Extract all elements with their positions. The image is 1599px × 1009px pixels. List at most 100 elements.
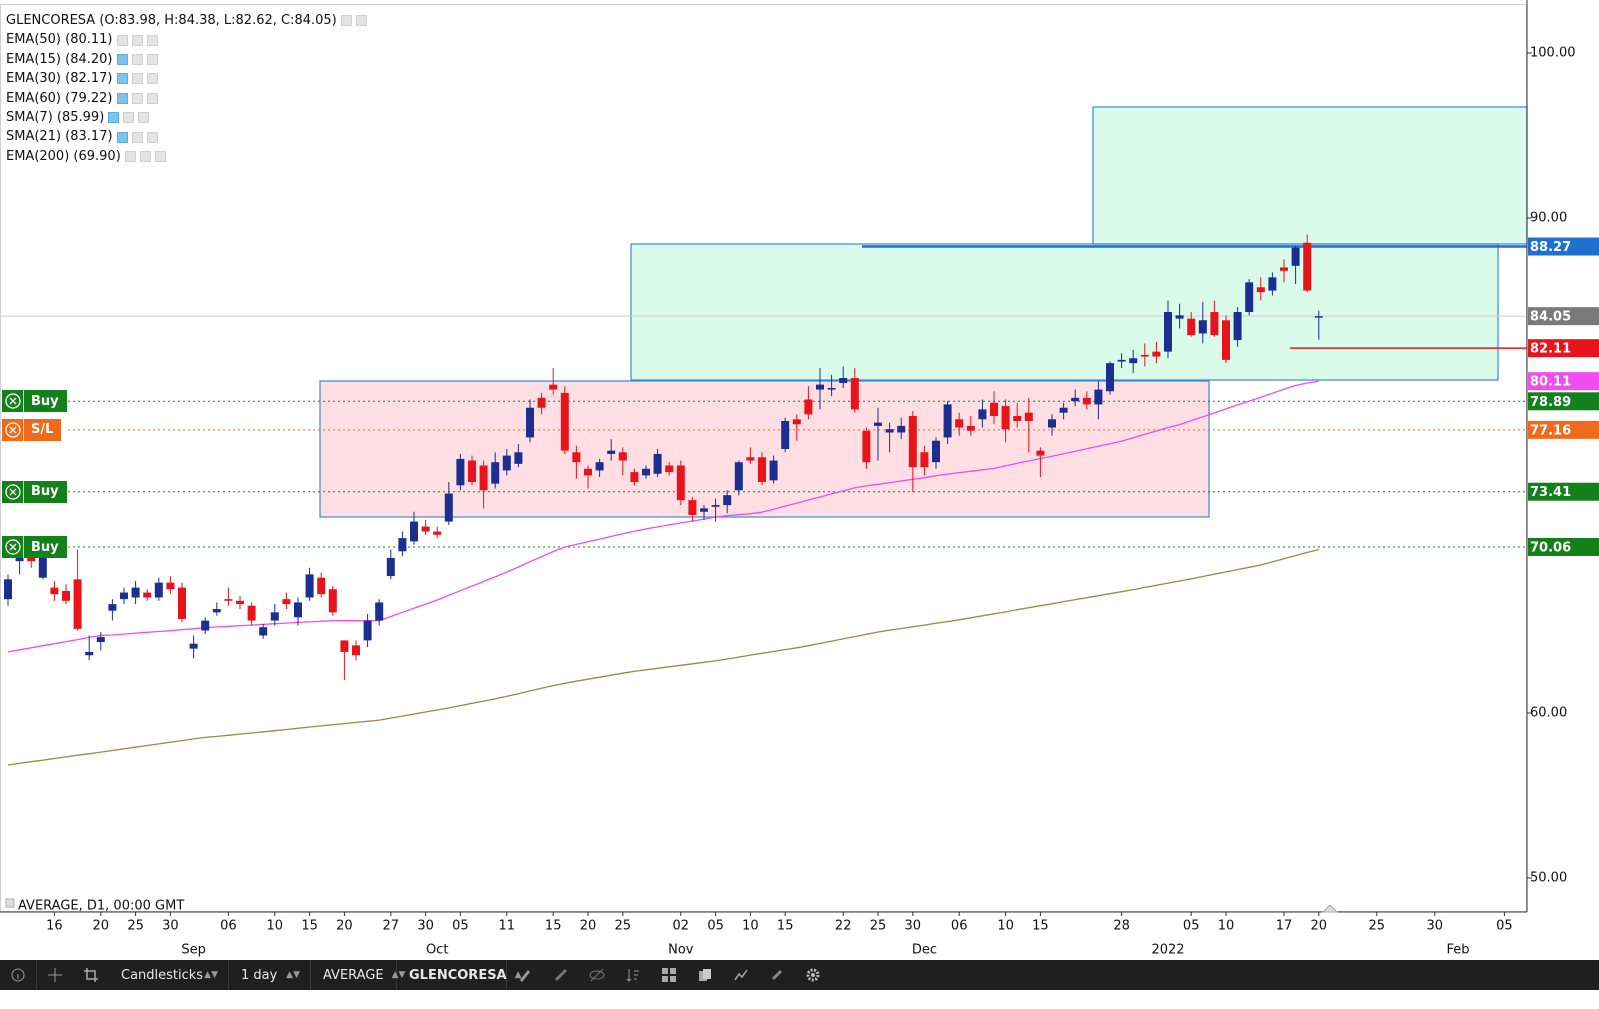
indicator: EMA(200) (69.90) — [6, 148, 121, 164]
trade-button[interactable]: Buy — [2, 536, 67, 558]
price-tag-label: 78.89 — [1530, 395, 1571, 410]
icon[interactable] — [124, 151, 136, 163]
icon[interactable] — [146, 34, 158, 46]
y-tick-label: 90.00 — [1530, 210, 1567, 225]
icon[interactable] — [131, 73, 143, 85]
candle-body — [978, 409, 987, 420]
candle-body — [201, 620, 210, 631]
icon[interactable] — [154, 151, 166, 163]
icon[interactable] — [131, 92, 143, 104]
draw-button[interactable] — [507, 960, 543, 990]
crop-button[interactable] — [73, 960, 109, 990]
candle-body — [688, 500, 697, 515]
candle-body — [885, 429, 894, 433]
hide-button[interactable] — [579, 960, 615, 990]
icon[interactable] — [123, 112, 135, 124]
x-tick-label: 30 — [162, 919, 179, 934]
y-tick-label: 60.00 — [1530, 706, 1567, 721]
candle-body — [96, 637, 105, 643]
candle-body — [839, 378, 848, 383]
indicator-button[interactable] — [723, 960, 759, 990]
symbol-select[interactable]: GLENCORESA ▲ — [397, 960, 522, 990]
price-tag-label: 84.05 — [1530, 310, 1571, 325]
icon[interactable] — [116, 54, 128, 66]
x-tick-label: 10 — [997, 919, 1014, 934]
link-button[interactable] — [759, 960, 795, 990]
candle-body — [38, 557, 47, 578]
candle-body — [734, 462, 743, 491]
icon[interactable] — [116, 34, 128, 46]
zone-box[interactable] — [630, 243, 1499, 381]
price-tag — [1528, 482, 1599, 501]
tool-button[interactable] — [543, 960, 579, 990]
icon[interactable] — [131, 131, 143, 143]
candle-body — [1198, 320, 1207, 334]
candle-body — [966, 425, 975, 431]
price-tag — [1528, 237, 1599, 256]
price-tag — [1528, 392, 1599, 411]
trade-button[interactable]: Buy — [2, 390, 67, 413]
icon[interactable] — [146, 54, 158, 66]
indicator-line — [7, 380, 1319, 653]
trade-button[interactable]: Buy — [2, 480, 67, 503]
price-tag-label: 73.41 — [1530, 485, 1571, 500]
icon[interactable] — [108, 112, 120, 124]
zone-box[interactable] — [1092, 106, 1528, 245]
icon[interactable] — [355, 15, 367, 27]
x-tick-label: 25 — [1369, 919, 1386, 934]
candle-body — [1106, 363, 1114, 392]
crosshair-button[interactable] — [37, 960, 73, 990]
close-icon[interactable] — [2, 536, 24, 558]
x-month-label: 2022 — [1151, 943, 1184, 958]
symbol: GLENCORESA — [409, 967, 507, 983]
chart-type: Candlesticks — [121, 967, 204, 983]
x-tick-label: 15 — [301, 919, 318, 934]
close-icon[interactable] — [2, 480, 24, 503]
source-select[interactable]: AVERAGE ▲▼ — [311, 960, 405, 990]
candle-body — [328, 589, 337, 613]
trade-button-label: Buy — [31, 393, 59, 409]
candle-body — [1036, 450, 1045, 456]
close-icon[interactable] — [2, 390, 24, 413]
candle-body — [827, 387, 836, 390]
candle-body — [317, 577, 326, 595]
x-tick-label: 20 — [1311, 919, 1328, 934]
candle-body — [676, 465, 685, 501]
close-icon[interactable] — [2, 418, 24, 441]
icon[interactable] — [146, 92, 158, 104]
indicator: EMA(50) (80.11) — [6, 32, 113, 48]
icon[interactable] — [340, 15, 352, 27]
candle-body — [108, 604, 117, 611]
x-tick-label: 30 — [905, 919, 922, 934]
icon[interactable] — [131, 34, 143, 46]
icon — [806, 968, 820, 982]
icon[interactable] — [116, 92, 128, 104]
trade-button[interactable]: S/L — [2, 418, 62, 441]
icon[interactable] — [146, 73, 158, 85]
chart-type-select[interactable]: Candlesticks ▲▼ — [109, 960, 229, 990]
icon[interactable] — [138, 112, 150, 124]
x-tick-label: 05 — [452, 919, 469, 934]
zone-box[interactable] — [319, 380, 1210, 518]
info-button[interactable] — [0, 960, 36, 990]
icon[interactable] — [131, 54, 143, 66]
indicator: SMA(21) (83.17) — [6, 129, 113, 145]
x-tick-label: 15 — [777, 919, 794, 934]
candle-body — [1175, 315, 1184, 319]
layout-button[interactable] — [651, 960, 687, 990]
sort-button[interactable] — [615, 960, 651, 990]
icon[interactable] — [146, 131, 158, 143]
icon[interactable] — [116, 73, 128, 85]
candle-body — [792, 419, 801, 425]
templates-button[interactable] — [687, 960, 723, 990]
candle-body — [236, 600, 244, 605]
chart-info: AVERAGE, D1, 00:00 GMT — [18, 899, 184, 914]
timeframe-select[interactable]: 1 day ▲▼ — [229, 960, 311, 990]
toolbar: Candlesticks ▲▼ 1 day ▲▼ AVERAGE ▲▼ GLENCOR… — [0, 960, 1599, 990]
candle-body — [781, 420, 790, 449]
icon[interactable] — [139, 151, 151, 163]
icon[interactable] — [116, 131, 128, 143]
x-tick-label: 20 — [93, 919, 110, 934]
candle-body — [340, 640, 349, 652]
settings-button[interactable] — [795, 960, 831, 990]
